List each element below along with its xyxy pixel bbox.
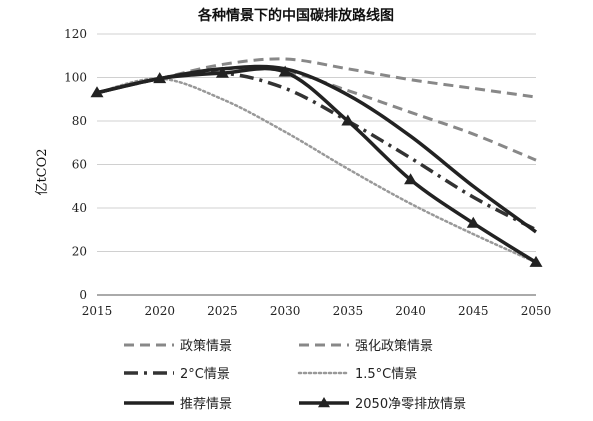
x-tick-label: 2035 bbox=[333, 304, 364, 318]
data-point-marker bbox=[466, 216, 480, 228]
y-tick-label: 80 bbox=[72, 114, 87, 128]
x-tick-label: 2020 bbox=[144, 304, 175, 318]
data-point-marker bbox=[529, 255, 543, 267]
x-tick-label: 2030 bbox=[270, 304, 301, 318]
y-tick-label: 20 bbox=[72, 245, 87, 259]
legend-marker bbox=[318, 397, 330, 408]
grid-layer bbox=[97, 33, 536, 252]
legend-label: 2°C情景 bbox=[180, 367, 230, 382]
data-point-marker bbox=[153, 72, 167, 84]
legend-label: 2050净零排放情景 bbox=[355, 397, 466, 412]
x-tick-label: 2050 bbox=[521, 304, 552, 318]
x-tick-label: 2025 bbox=[207, 304, 238, 318]
y-tick-label: 0 bbox=[79, 288, 87, 302]
data-point-marker bbox=[278, 65, 292, 77]
x-tick-label: 2040 bbox=[395, 304, 426, 318]
series-layer bbox=[90, 57, 543, 267]
data-point-marker bbox=[90, 86, 104, 98]
y-axis-label: 亿tCO2 bbox=[35, 148, 50, 195]
data-point-marker bbox=[341, 114, 355, 126]
x-tick-label: 2015 bbox=[82, 304, 113, 318]
legend-label: 政策情景 bbox=[180, 338, 232, 354]
legend-label: 1.5°C情景 bbox=[355, 367, 417, 382]
chart-title: 各种情景下的中国碳排放路线图 bbox=[197, 7, 394, 24]
legend-label: 推荐情景 bbox=[180, 397, 232, 412]
y-tick-label: 120 bbox=[64, 27, 87, 41]
y-tick-label: 100 bbox=[64, 71, 87, 85]
y-tick-label: 40 bbox=[72, 201, 87, 215]
series-line-6 bbox=[96, 66, 537, 264]
data-point-marker bbox=[215, 66, 229, 78]
data-point-marker bbox=[404, 173, 418, 185]
y-tick-label: 60 bbox=[72, 158, 87, 172]
legend-label: 强化政策情景 bbox=[355, 338, 433, 354]
x-tick-label: 2045 bbox=[458, 304, 489, 318]
